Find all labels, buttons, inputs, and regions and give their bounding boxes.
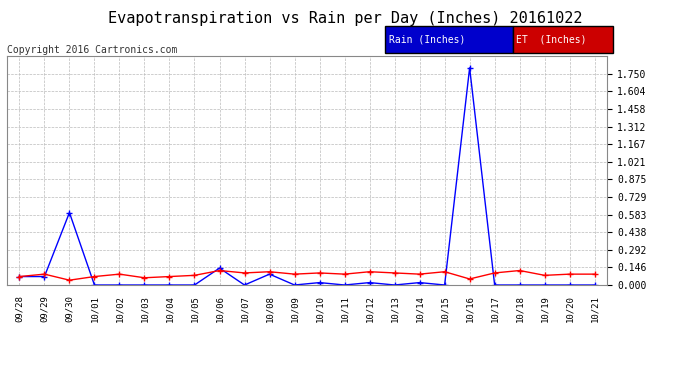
Text: Copyright 2016 Cartronics.com: Copyright 2016 Cartronics.com [7, 45, 177, 55]
Text: ET  (Inches): ET (Inches) [516, 34, 586, 44]
Text: Rain (Inches): Rain (Inches) [388, 34, 465, 44]
Text: Evapotranspiration vs Rain per Day (Inches) 20161022: Evapotranspiration vs Rain per Day (Inch… [108, 11, 582, 26]
